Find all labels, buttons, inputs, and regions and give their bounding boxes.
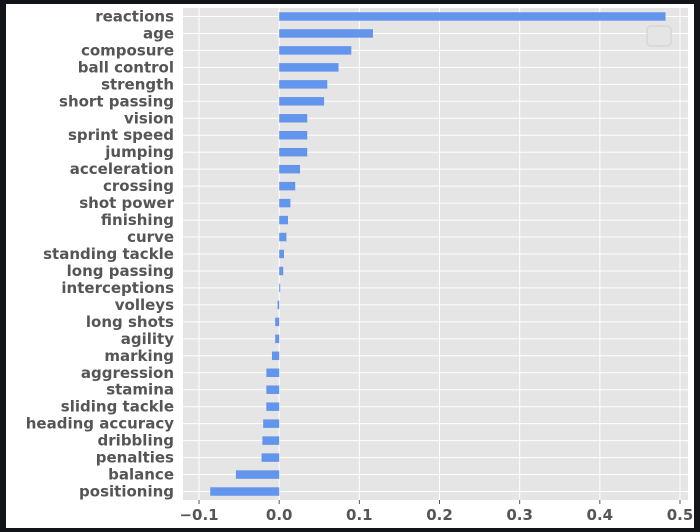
category-label: jumping — [104, 143, 174, 161]
bar — [277, 300, 280, 310]
bar — [279, 198, 291, 208]
category-label: long passing — [67, 262, 174, 280]
bar — [266, 402, 280, 411]
category-label: composure — [81, 41, 174, 59]
bar — [279, 46, 352, 55]
category-label: age — [143, 24, 174, 42]
category-label: shot power — [79, 194, 174, 212]
bar — [210, 487, 280, 496]
category-label: dribbling — [98, 432, 174, 450]
category-label: finishing — [101, 211, 174, 229]
bar — [279, 232, 287, 242]
bar — [279, 266, 284, 276]
category-label: volleys — [115, 296, 174, 314]
category-label: sliding tackle — [61, 398, 174, 416]
bar — [263, 419, 280, 428]
category-label: curve — [127, 228, 174, 246]
bar — [279, 283, 281, 293]
bar — [266, 368, 280, 377]
category-label: sprint speed — [68, 126, 174, 144]
bar — [262, 436, 280, 445]
x-tick-label: 0.5 — [667, 506, 694, 524]
category-label: long shots — [86, 313, 174, 331]
category-label: acceleration — [70, 160, 174, 178]
bar — [279, 97, 325, 106]
bar — [279, 80, 328, 89]
bar — [279, 63, 339, 72]
category-label: crossing — [103, 177, 174, 195]
bar — [261, 453, 280, 462]
bar — [279, 181, 296, 191]
category-label: interceptions — [61, 279, 174, 297]
bar — [279, 12, 666, 21]
bar — [275, 334, 280, 344]
bar — [279, 164, 301, 174]
x-tick-label: 0.4 — [587, 506, 614, 524]
category-label: penalties — [96, 449, 174, 467]
bar — [279, 29, 373, 38]
category-label: vision — [124, 109, 174, 127]
x-tick-label: 0.1 — [346, 506, 373, 524]
legend-box — [646, 25, 672, 47]
category-label: reactions — [95, 7, 174, 25]
category-label: balance — [108, 466, 174, 484]
bar — [235, 470, 280, 479]
category-label: ball control — [78, 58, 174, 76]
category-label: short passing — [59, 92, 174, 110]
bar — [279, 131, 308, 140]
category-label: stamina — [106, 381, 174, 399]
bar — [275, 317, 280, 327]
bar — [271, 351, 280, 361]
x-tick-label: 0.3 — [506, 506, 533, 524]
bar — [266, 385, 280, 394]
category-label: positioning — [79, 483, 174, 501]
category-label: marking — [104, 347, 174, 365]
category-label: aggression — [81, 364, 174, 382]
category-label: strength — [101, 75, 174, 93]
bar — [279, 147, 308, 157]
x-tick-label: −0.1 — [179, 506, 218, 524]
x-tick-label: 0.2 — [426, 506, 453, 524]
bar — [279, 249, 284, 259]
bar — [279, 215, 289, 225]
category-label: agility — [121, 330, 174, 348]
bar — [279, 114, 308, 123]
category-label: standing tackle — [43, 245, 174, 263]
x-tick-label: 0.0 — [266, 506, 293, 524]
category-label: heading accuracy — [26, 415, 174, 433]
